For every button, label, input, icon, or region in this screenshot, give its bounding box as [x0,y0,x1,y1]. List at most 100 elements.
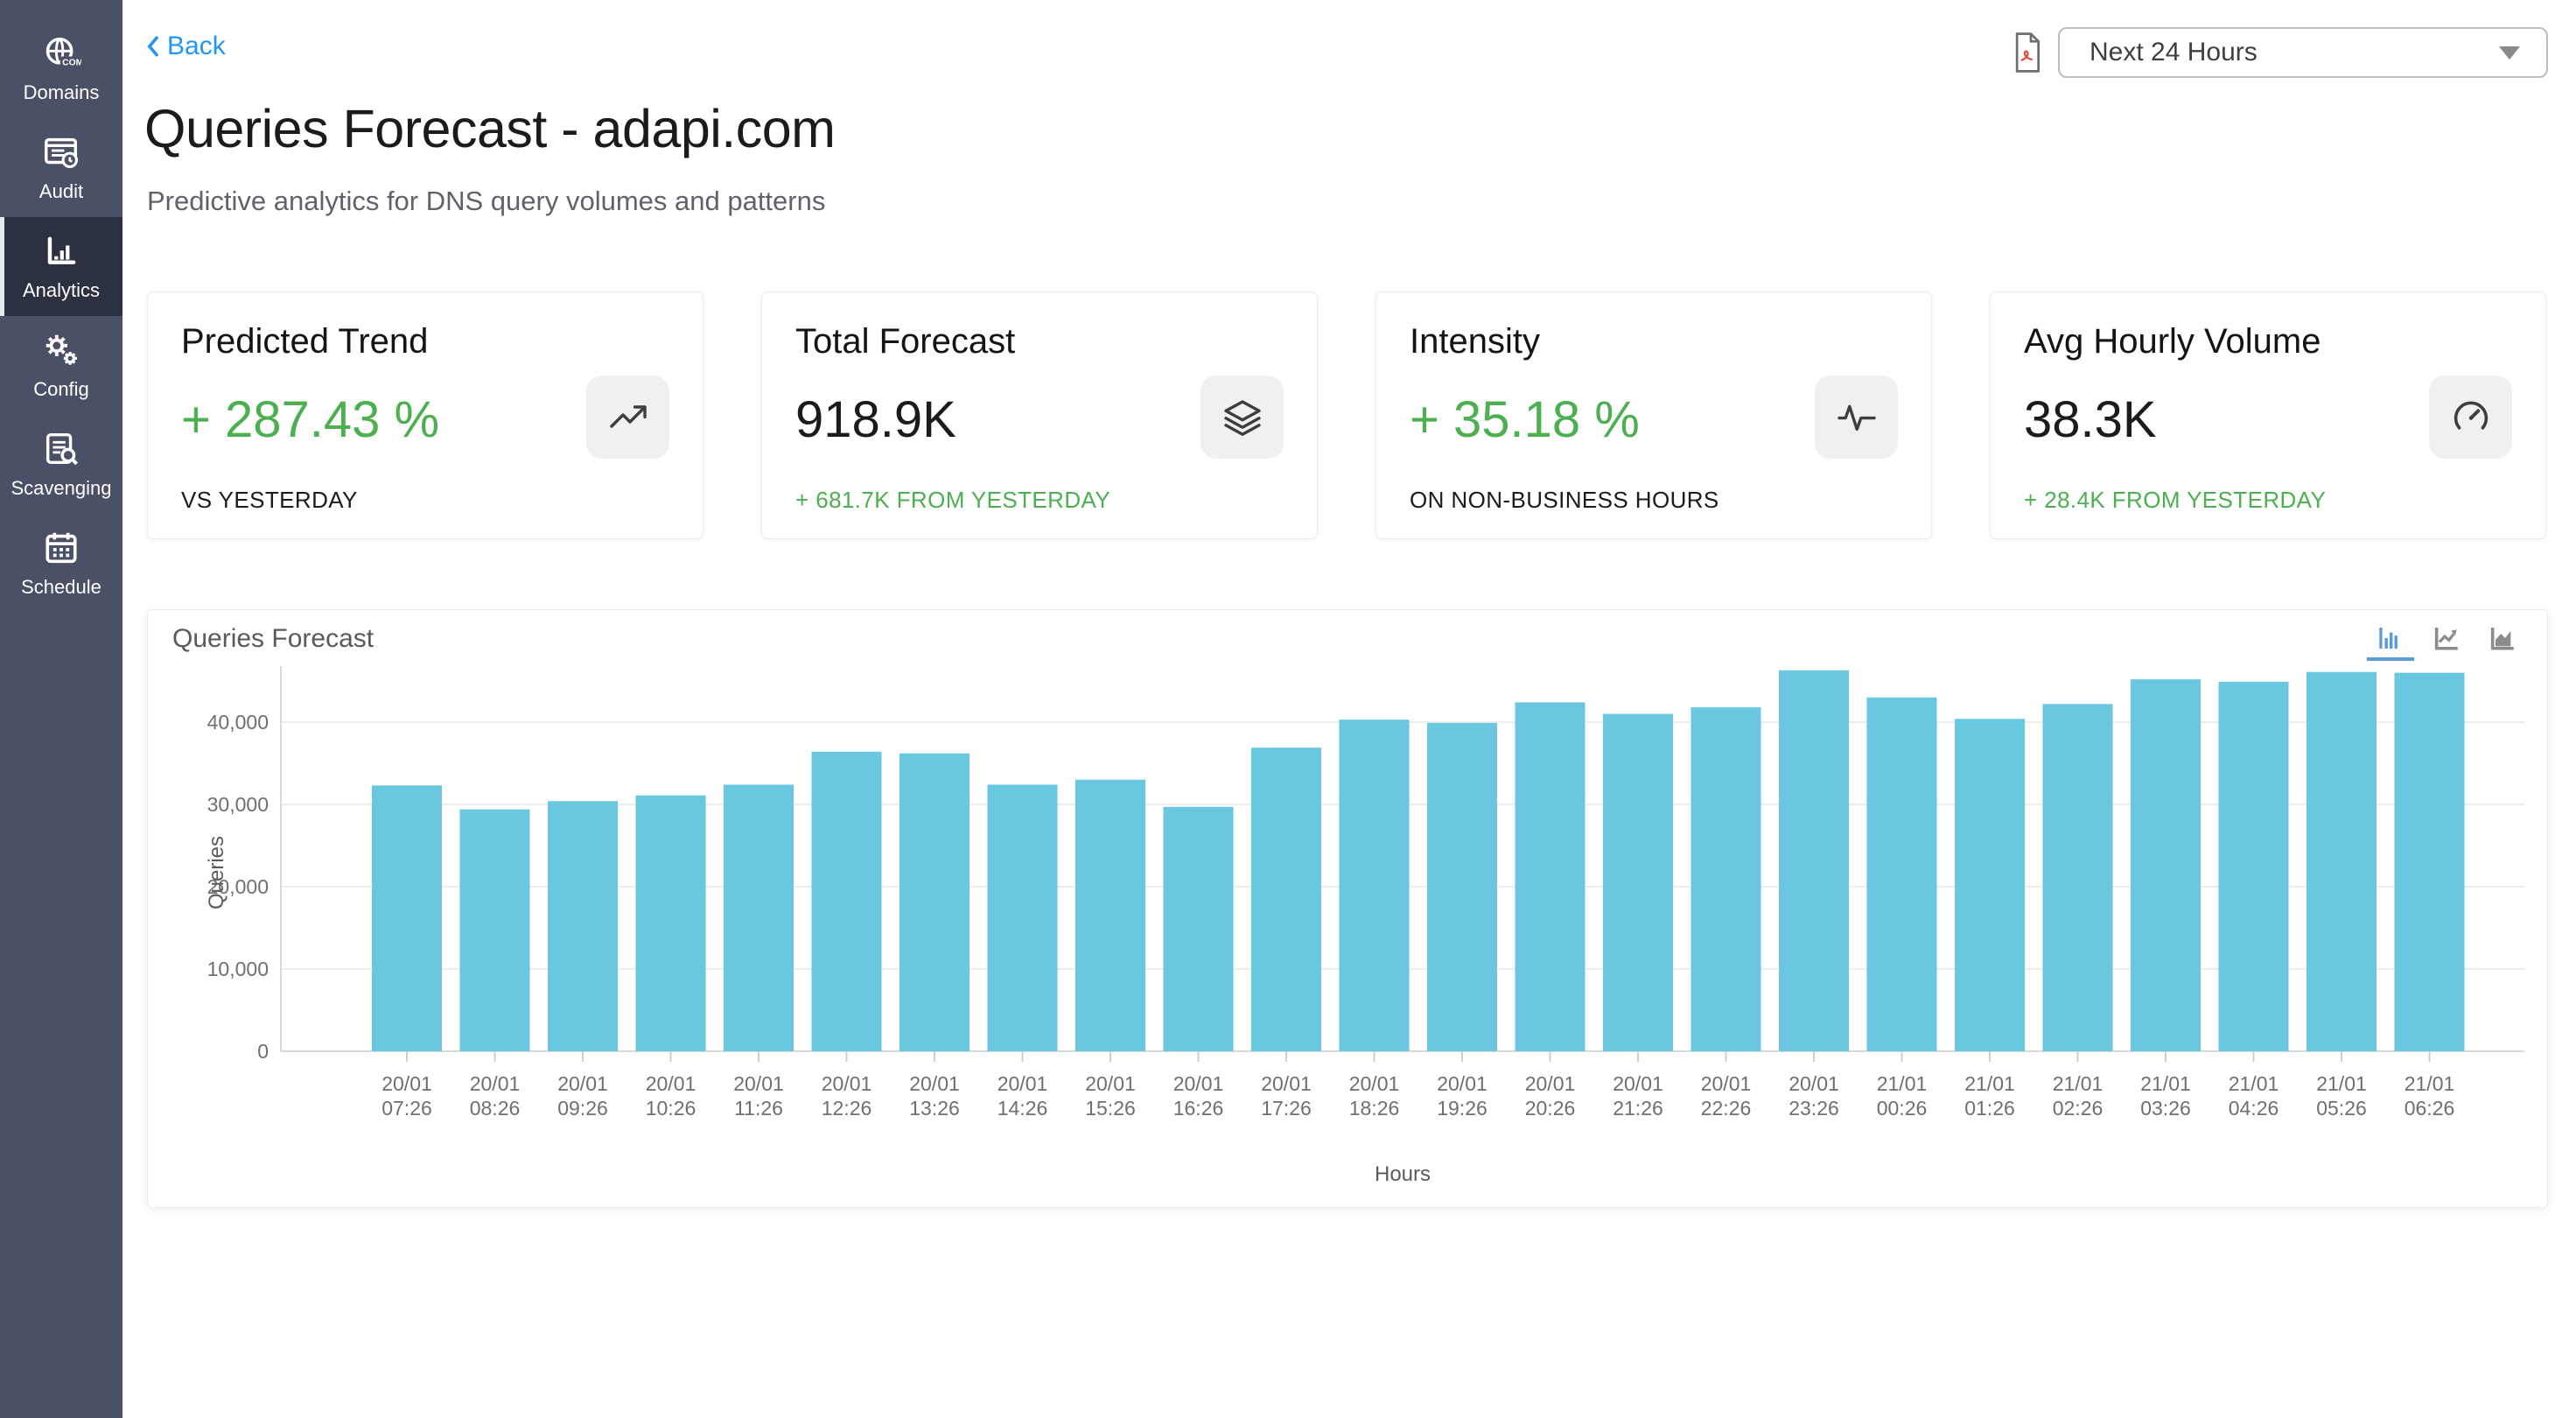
forecast-bar[interactable] [459,809,530,1051]
forecast-bar[interactable] [811,751,882,1051]
gauge-icon [2429,376,2512,459]
sidebar-item-scavenging[interactable]: Scavenging [0,415,122,514]
gears-icon [41,330,81,370]
stat-card-predicted-trend: Predicted Trend + 287.43 % VS YESTERDAY [147,291,704,539]
forecast-bar[interactable] [1251,748,1321,1051]
calendar-icon [41,528,81,568]
line-chart-view-icon [2434,627,2458,650]
bar-chart-view-icon [2379,627,2398,649]
svg-text:21:26: 21:26 [1613,1097,1663,1120]
svg-text:20/01: 20/01 [909,1072,960,1095]
svg-text:13:26: 13:26 [909,1097,960,1120]
svg-text:08:26: 08:26 [470,1097,521,1120]
stat-value: + 35.18 % [1410,391,1640,448]
forecast-bar[interactable] [635,795,706,1051]
page-title: Queries Forecast - adapi.com [144,99,836,158]
svg-text:20/01: 20/01 [1525,1072,1576,1095]
sidebar-item-label: Analytics [22,279,101,301]
svg-text:18:26: 18:26 [1349,1097,1400,1120]
chart-view-toggles [2367,619,2526,661]
y-axis-title: Queries [205,836,228,909]
svg-text:17:26: 17:26 [1261,1097,1312,1120]
stat-title: Intensity [1410,322,1540,361]
svg-text:21/01: 21/01 [2404,1072,2455,1095]
pdf-export-icon [2015,32,2040,73]
sidebar-item-label: Schedule [21,576,102,598]
svg-text:02:26: 02:26 [2053,1097,2104,1120]
svg-text:0: 0 [257,1040,269,1063]
svg-text:20/01: 20/01 [1085,1072,1136,1095]
line-chart-view-button[interactable] [2423,619,2470,661]
forecast-bar[interactable] [1603,713,1673,1051]
svg-text:20,000: 20,000 [207,875,269,898]
sidebar-item-audit[interactable]: Audit [0,118,122,217]
svg-text:05:26: 05:26 [2316,1097,2367,1120]
bar-chart-icon [41,231,81,271]
svg-text:20/01: 20/01 [1349,1072,1400,1095]
svg-text:04:26: 04:26 [2229,1097,2279,1120]
svg-text:20/01: 20/01 [1261,1072,1312,1095]
svg-text:20:26: 20:26 [1525,1097,1576,1120]
forecast-bar[interactable] [987,784,1058,1051]
svg-text:10,000: 10,000 [207,958,269,980]
pdf-export-button[interactable] [2011,32,2044,74]
forecast-bar[interactable] [1515,702,1586,1051]
main-content: Back Queries Forecast - adapi.com Predic… [122,0,2576,1418]
bar-chart-view-button[interactable] [2367,619,2414,661]
forecast-bar[interactable] [2131,679,2201,1051]
area-chart-view-icon [2490,627,2514,650]
x-axis-title: Hours [1375,1162,1431,1186]
chevron-left-icon [147,36,158,57]
forecast-bar[interactable] [1163,806,1234,1051]
forecast-bar[interactable] [1427,722,1497,1051]
forecast-bar[interactable] [1955,719,2025,1051]
back-button[interactable]: Back [145,32,226,61]
sidebar-item-label: Config [33,378,89,400]
svg-text:20/01: 20/01 [557,1072,608,1095]
forecast-bar[interactable] [2042,704,2113,1051]
forecast-bar[interactable] [900,753,970,1051]
stat-caption: ON NON-BUSINESS HOURS [1410,487,1719,513]
sidebar-item-analytics[interactable]: Analytics [0,217,122,316]
svg-text:16:26: 16:26 [1173,1097,1224,1120]
svg-text:40,000: 40,000 [207,711,269,734]
svg-text:20/01: 20/01 [470,1072,521,1095]
area-chart-view-button[interactable] [2479,619,2526,661]
audit-document-icon [41,132,81,172]
chart-title: Queries Forecast [172,624,374,653]
svg-text:11:26: 11:26 [734,1097,783,1120]
svg-text:23:26: 23:26 [1788,1097,1839,1120]
time-range-value: Next 24 Hours [2090,38,2258,67]
svg-text:21/01: 21/01 [2316,1072,2367,1095]
forecast-bar[interactable] [372,785,442,1051]
sidebar-item-label: Domains [23,81,100,103]
svg-text:09:26: 09:26 [557,1097,608,1120]
stat-caption: VS YESTERDAY [181,487,358,513]
stat-title: Total Forecast [795,322,1016,361]
forecast-bar[interactable] [2394,672,2465,1051]
svg-text:07:26: 07:26 [382,1097,432,1120]
stat-card-total-forecast: Total Forecast 918.9K + 681.7K FROM YEST… [761,291,1318,539]
forecast-bar[interactable] [1690,707,1761,1051]
sidebar-item-config[interactable]: Config [0,316,122,415]
sidebar-item-domains[interactable]: COM Domains [0,19,122,118]
forecast-bar[interactable] [2218,681,2289,1051]
svg-text:03:26: 03:26 [2140,1097,2191,1120]
forecast-bar[interactable] [1866,697,1937,1051]
forecast-bar[interactable] [1075,779,1145,1051]
svg-text:14:26: 14:26 [998,1097,1048,1120]
svg-text:19:26: 19:26 [1437,1097,1488,1120]
forecast-bar[interactable] [1779,670,1849,1051]
queries-forecast-panel: Queries Forecast 0 10,000 20,000 30,000 40,0… [147,609,2548,1208]
sidebar-item-schedule[interactable]: Schedule [0,514,122,613]
time-range-dropdown[interactable]: Next 24 Hours [2058,27,2548,78]
svg-text:21/01: 21/01 [1877,1072,1928,1095]
back-label: Back [167,32,226,60]
sidebar-item-label: Scavenging [10,477,112,499]
layers-icon [1200,376,1284,459]
forecast-bar[interactable] [2306,671,2376,1051]
forecast-bar[interactable] [548,801,618,1051]
forecast-bar[interactable] [724,784,794,1051]
chevron-down-icon [2499,46,2520,60]
forecast-bar[interactable] [1339,720,1410,1051]
